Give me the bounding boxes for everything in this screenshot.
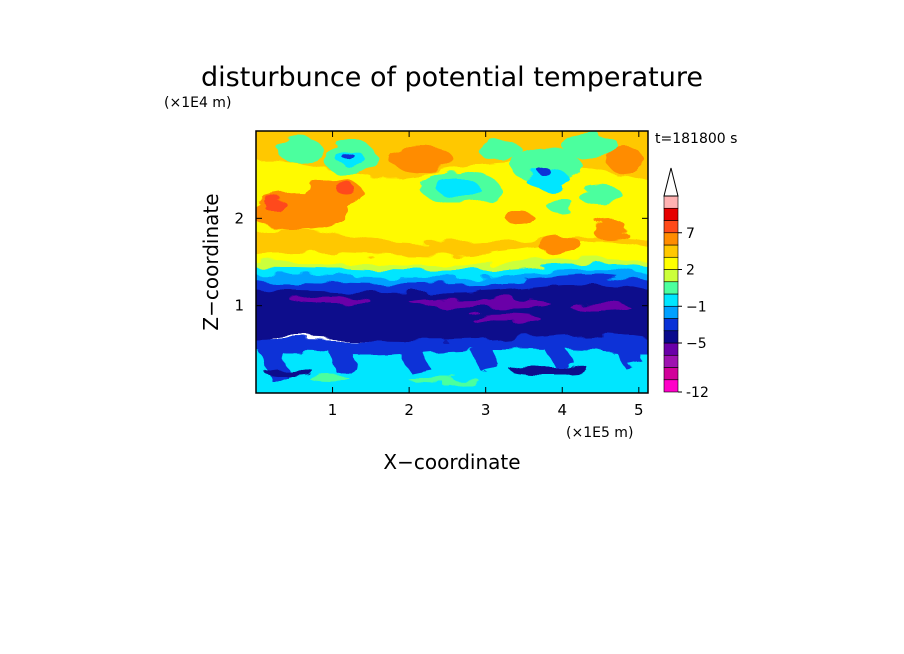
plot-field: [256, 131, 648, 393]
x-tick-label: 1: [328, 401, 338, 419]
colorbar-tick-label: 2: [686, 263, 695, 279]
colorbar-tick-label: −1: [686, 299, 707, 315]
colorbar-segment: [663, 232, 679, 246]
colorbar-segment: [663, 207, 679, 221]
y-tick-label: 2: [234, 209, 244, 227]
colorbar-extend-arrow: [663, 167, 679, 197]
x-axis-label: X−coordinate: [383, 450, 520, 474]
y-unit-label: (×1E4 m): [164, 95, 231, 111]
x-tick-label: 3: [481, 401, 491, 419]
colorbar-segment: [663, 330, 679, 344]
x-tick-label: 4: [557, 401, 567, 419]
colorbar-segment: [663, 354, 679, 368]
colorbar: -12 −5 −1 2 7: [663, 167, 709, 401]
colorbar-segment: [663, 220, 679, 234]
colorbar-segment: [663, 367, 679, 381]
colorbar-tick-label: −5: [686, 336, 707, 352]
y-axis-label: Z−coordinate: [199, 193, 223, 330]
colorbar-segment: [663, 195, 679, 209]
plot-frame: [255, 130, 649, 394]
time-label: t=181800 s: [655, 131, 737, 147]
colorbar-segment: [663, 342, 679, 356]
y-tick-label: 1: [234, 297, 244, 315]
colorbar-segment: [663, 379, 679, 393]
colorbar-segment: [663, 269, 679, 283]
colorbar-segment: [663, 293, 679, 307]
colorbar-segment: [663, 318, 679, 332]
x-unit-label: (×1E5 m): [566, 425, 633, 441]
colorbar-segment: [663, 305, 679, 319]
axes: 1 2 3 4 5 1 2: [234, 131, 648, 419]
colorbar-segment: [663, 281, 679, 295]
colorbar-tick-label: -12: [686, 385, 709, 401]
x-tick-label: 5: [634, 401, 644, 419]
colorbar-tick-label: 7: [686, 226, 695, 242]
chart-title: disturbunce of potential temperature: [201, 62, 703, 93]
colorbar-segment: [663, 256, 679, 270]
colorbar-segment: [663, 244, 679, 258]
x-tick-label: 2: [404, 401, 414, 419]
